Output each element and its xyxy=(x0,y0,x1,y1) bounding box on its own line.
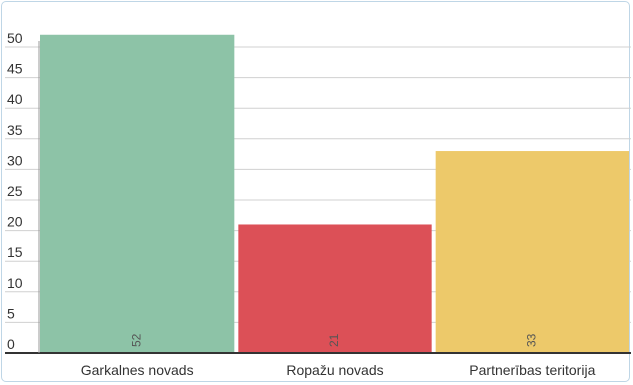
y-axis-ticks: 0 5 10 15 20 25 30 35 40 45 50 xyxy=(7,30,23,352)
bar-2[interactable] xyxy=(238,224,432,353)
data-label-1: 52 xyxy=(129,333,143,347)
y-tick-label-50: 50 xyxy=(7,30,23,46)
bar-1[interactable] xyxy=(40,34,235,353)
y-tick-label-15: 15 xyxy=(7,244,23,260)
y-tick-label-35: 35 xyxy=(7,122,23,138)
y-tick-label-30: 30 xyxy=(7,152,23,168)
y-tick-label-20: 20 xyxy=(7,214,23,230)
bars xyxy=(40,34,629,353)
y-tick-label-0: 0 xyxy=(7,336,15,352)
y-tick-label-25: 25 xyxy=(7,183,23,199)
y-tick-label-5: 5 xyxy=(7,305,15,321)
y-tick-label-45: 45 xyxy=(7,61,23,77)
x-category-label-1: Garkalnes novads xyxy=(81,362,194,378)
data-label-3: 33 xyxy=(525,333,539,347)
y-tick-label-10: 10 xyxy=(7,275,23,291)
x-axis-categories: Garkalnes novads Ropažu novads Partnerības… xyxy=(81,362,596,378)
data-labels: 52 21 33 xyxy=(129,333,538,347)
data-label-2: 21 xyxy=(327,333,341,347)
bar-3[interactable] xyxy=(435,151,629,353)
x-category-label-2: Ropažu novads xyxy=(286,362,383,378)
x-category-label-3: Partnerības teritorija xyxy=(469,362,595,378)
y-tick-label-40: 40 xyxy=(7,91,23,107)
